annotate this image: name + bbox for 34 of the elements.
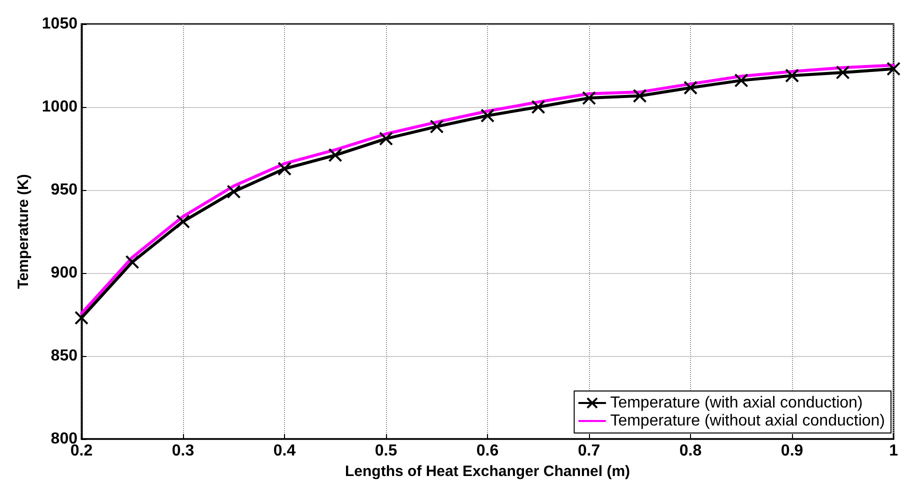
x-tick-label: 0.3 xyxy=(172,442,194,460)
point xyxy=(379,132,394,146)
y-tick-label: 900 xyxy=(50,264,78,282)
x-tick-label: 0.7 xyxy=(578,442,600,460)
y-axis-title: Temperature (K) xyxy=(15,174,32,289)
point xyxy=(632,88,647,103)
y-tick-label: 850 xyxy=(50,348,78,364)
point xyxy=(582,91,596,106)
point xyxy=(734,73,748,88)
point xyxy=(836,65,850,80)
legend-label: Temperature (with axial conduction) xyxy=(610,394,863,412)
x-tick-label: 0.4 xyxy=(273,442,296,460)
x-tick-label: 1 xyxy=(889,442,898,460)
point xyxy=(785,68,800,83)
point xyxy=(886,62,901,76)
point xyxy=(125,255,140,270)
x-tick-label: 0.8 xyxy=(679,442,702,460)
y-tick-label: 1050 xyxy=(42,16,78,32)
x-tick-label: 0.9 xyxy=(780,442,804,460)
point xyxy=(74,310,88,325)
point xyxy=(480,108,495,123)
point xyxy=(684,80,698,95)
point xyxy=(278,162,292,176)
legend-label: Temperature (without axial conduction) xyxy=(610,412,886,430)
y-tick-label: 950 xyxy=(50,182,78,198)
x-axis-title: Lengths of Heat Exchanger Channel (m) xyxy=(345,462,630,480)
point xyxy=(328,148,342,162)
point xyxy=(226,184,241,199)
x-tick-label: 0.6 xyxy=(476,442,499,460)
point xyxy=(176,214,190,229)
point xyxy=(531,100,546,114)
y-tick-label: 1000 xyxy=(42,98,78,116)
x-tick-label: 0.5 xyxy=(374,442,398,460)
point xyxy=(430,120,444,134)
